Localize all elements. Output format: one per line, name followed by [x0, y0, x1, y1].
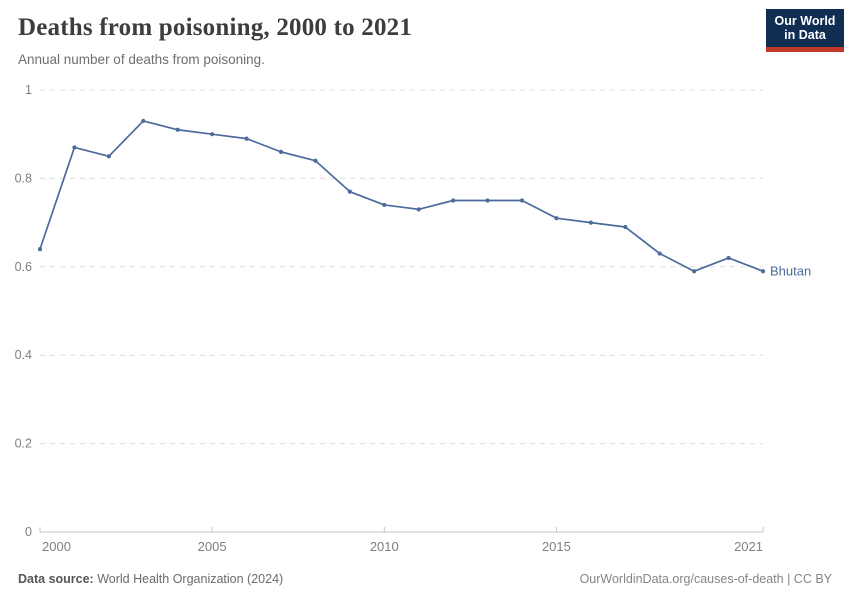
data-source-label: Data source:	[18, 572, 94, 586]
y-tick-label: 1	[25, 83, 32, 97]
data-point	[278, 149, 284, 154]
x-tick-label: 2015	[542, 539, 571, 554]
chart-footer: Data source: World Health Organization (…	[18, 572, 832, 586]
y-gridlines	[40, 89, 763, 533]
data-point	[692, 269, 697, 274]
data-source: Data source: World Health Organization (…	[18, 572, 283, 586]
x-tick-label: 2021	[734, 539, 763, 554]
y-tick-label: 0	[25, 525, 32, 539]
x-tick-label: 2005	[198, 539, 227, 554]
data-point	[451, 198, 456, 203]
data-point	[347, 189, 352, 194]
data-point	[382, 202, 387, 208]
data-point	[210, 132, 215, 137]
data-point	[244, 136, 249, 141]
data-point	[623, 224, 628, 230]
x-axis-labels: 2000 2005 2010 2015 2021	[39, 527, 764, 554]
data-point	[141, 118, 146, 124]
series-end-label: Bhutan	[770, 264, 811, 279]
chart-subtitle: Annual number of deaths from poisoning.	[18, 52, 265, 67]
data-point	[37, 247, 43, 252]
x-tick-label: 2010	[370, 539, 399, 554]
y-tick-label: 0.6	[15, 260, 32, 274]
data-point	[588, 220, 593, 225]
owid-logo-line2: in Data	[784, 28, 826, 42]
owid-logo[interactable]: Our World in Data	[766, 9, 844, 52]
data-point	[416, 207, 421, 212]
data-point	[485, 198, 490, 203]
data-point	[519, 198, 525, 203]
data-point	[554, 216, 559, 221]
series-line	[39, 120, 764, 273]
data-point	[175, 127, 180, 132]
data-point	[72, 145, 77, 150]
data-point	[657, 251, 662, 256]
chart-title: Deaths from poisoning, 2000 to 2021	[18, 14, 413, 41]
data-point	[760, 269, 766, 274]
data-point	[106, 154, 111, 159]
y-tick-label: 0.4	[15, 348, 32, 362]
y-tick-label: 0.2	[15, 437, 32, 451]
data-point	[726, 255, 731, 261]
credit-link[interactable]: OurWorldinData.org/causes-of-death | CC …	[579, 572, 832, 586]
series-bhutan: Bhutan	[37, 118, 811, 279]
y-tick-label: 0.8	[15, 171, 32, 185]
data-source-text: World Health Organization (2024)	[93, 572, 284, 586]
x-tick-label: 2000	[42, 539, 71, 554]
y-axis-labels: 0 0.2 0.4 0.6 0.8 1	[15, 83, 32, 539]
data-point	[313, 158, 318, 163]
owid-logo-line1: Our World	[774, 14, 836, 28]
